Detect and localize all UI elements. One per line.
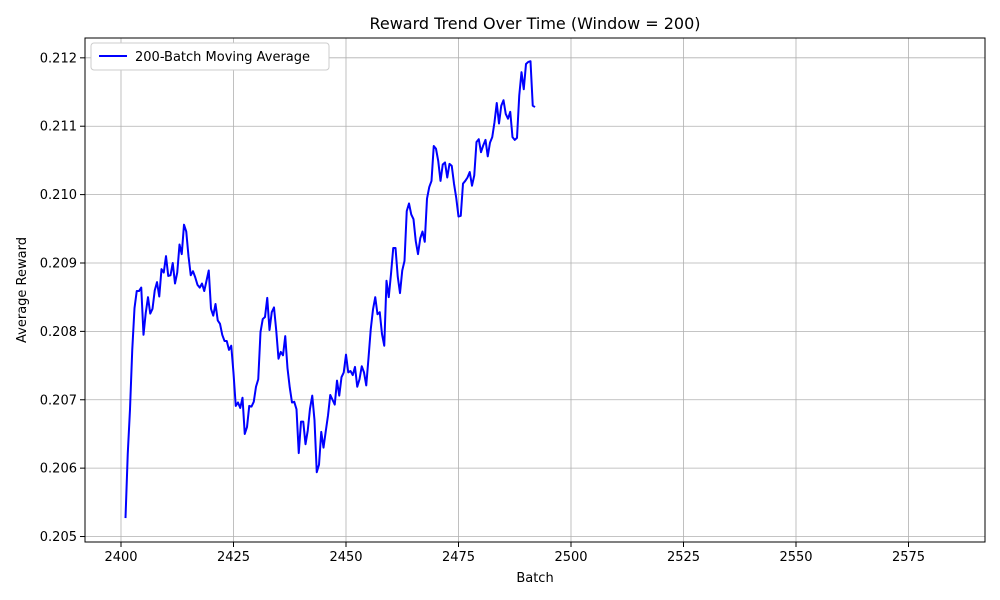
y-tick-label: 0.212 [40,51,77,66]
series-layer [124,60,536,519]
legend-label: 200-Batch Moving Average [135,50,310,65]
x-tick-label: 2575 [892,550,925,565]
y-axis-label: Average Reward [15,237,30,343]
y-tick-label: 0.206 [40,462,77,477]
x-tick-label: 2525 [667,550,700,565]
x-axis-label: Batch [516,571,553,586]
legend-box [90,42,330,71]
x-tick-label: 2550 [779,550,812,565]
legend: 200-Batch Moving Average [90,42,330,71]
y-tick-label: 0.208 [40,325,77,340]
x-tick-label: 2500 [554,550,587,565]
y-tick-label: 0.209 [40,256,77,271]
series-line-moving-average [124,60,536,519]
x-tick-label: 2425 [217,550,250,565]
y-tick-label: 0.210 [40,188,77,203]
x-axis-ticks: 2400 2425 2450 2475 2500 2525 2550 2575 [104,542,925,565]
y-tick-label: 0.207 [40,393,77,408]
y-axis-ticks: 0.205 0.206 0.207 0.208 0.209 0.210 0.211 0.212 [40,51,85,545]
x-tick-label: 2400 [104,550,137,565]
x-tick-label: 2475 [442,550,475,565]
y-tick-label: 0.211 [40,120,77,135]
y-tick-label: 0.205 [40,530,77,545]
plot-frame [84,37,986,543]
x-tick-label: 2450 [329,550,362,565]
chart-title: Reward Trend Over Time (Window = 200) [369,14,700,33]
